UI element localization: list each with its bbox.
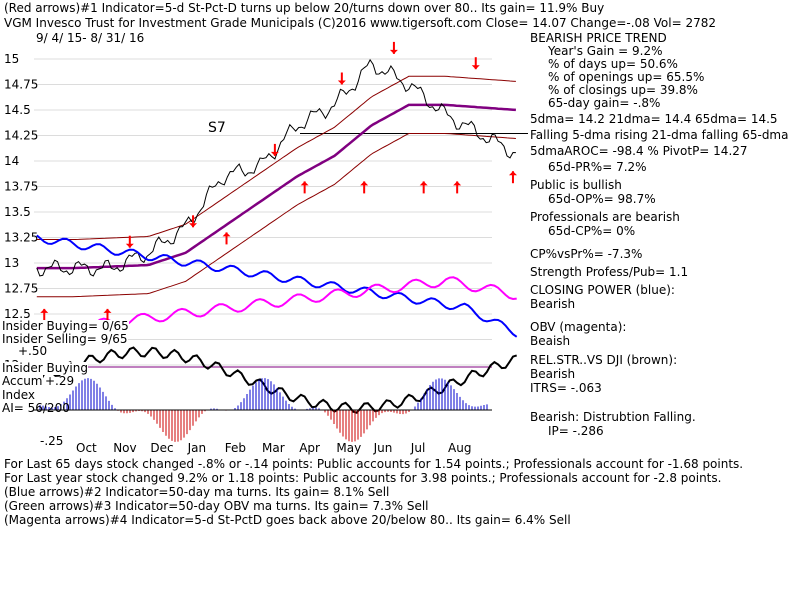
- ai-label: AI= 56/200: [2, 401, 70, 415]
- price-tick-label: 15: [4, 52, 19, 66]
- price-tick-label: 13.5: [4, 205, 31, 219]
- month-tick-label: Jun: [373, 441, 393, 455]
- red-arrow-head: [40, 308, 49, 313]
- relstr-value: Bearish: [530, 367, 576, 381]
- distribution-status: Bearish: Distrubtion Falling.: [530, 410, 696, 424]
- lower-axis-plus29: +.29: [45, 374, 75, 388]
- indicator-arrows: [40, 41, 517, 321]
- lower-axis-minus25: -.25: [40, 434, 64, 448]
- pr-percent: 65d-PR%= 7.2%: [548, 160, 647, 174]
- month-tick-label: Nov: [113, 441, 136, 455]
- day65-gain: 65-day gain= -.8%: [548, 96, 661, 110]
- insider-buying-2: Insider Buying: [2, 361, 88, 375]
- month-tick-label: Apr: [299, 441, 320, 455]
- price-tick-label: 13.25: [4, 231, 38, 245]
- month-tick-label: Jan: [187, 441, 207, 455]
- openings-up: % of openings up= 65.5%: [548, 70, 705, 84]
- month-tick-label: May: [336, 441, 361, 455]
- cp-percent: 65d-CP%= 0%: [548, 224, 636, 238]
- month-axis-ticks: Oct Nov Dec Jan Feb Mar Apr May Jun Jul Aug: [76, 441, 471, 455]
- footer-blue-arrows: (Blue arrows)#2 Indicator=50-day ma turn…: [4, 485, 390, 499]
- price-tick-label: 14.5: [4, 103, 31, 117]
- aroc-pivot: 5dmaAROC= -98.4 % PivotP= 14.27: [530, 144, 748, 158]
- price-line: [36, 58, 516, 277]
- indicator-1-header: (Red arrows)#1 Indicator=5-d St-Pct-D tu…: [4, 1, 605, 15]
- footer-year: For Last year stock changed 9.2% or 1.18…: [4, 471, 722, 485]
- strength-ratio: Strength Profess/Pub= 1.1: [530, 265, 689, 279]
- price-axis-ticks: 15 14.75 14.5 14.25 14 13.75 13.5 13.25 13 12.75 1…: [4, 52, 38, 372]
- closing-power-value: Bearish: [530, 297, 576, 311]
- accum-label: Accum: [2, 374, 43, 388]
- closings-up: % of closings up= 39.8%: [548, 83, 698, 97]
- price-tick-label: 14: [4, 154, 19, 168]
- professionals-status: Professionals are bearish: [530, 210, 680, 224]
- red-arrow-head: [222, 232, 231, 237]
- insider-selling: Insider Selling= 9/65: [2, 332, 128, 346]
- month-tick-label: Aug: [448, 441, 471, 455]
- itrs-value: ITRS= -.063: [530, 381, 602, 395]
- red-arrow-head: [508, 171, 517, 176]
- price-tick-label: 14.75: [4, 78, 38, 92]
- lower-axis-plus50: +.50: [18, 344, 48, 358]
- trend-title: BEARISH PRICE TREND: [530, 31, 667, 45]
- index-label: Index: [2, 388, 36, 402]
- obv-value: Beaish: [530, 334, 571, 348]
- red-arrow-head: [300, 181, 309, 186]
- red-arrow-head: [103, 308, 112, 313]
- dma-values: 5dma= 14.2 21dma= 14.4 65dma= 14.5: [530, 112, 778, 126]
- annotation-s7: S7: [208, 120, 226, 136]
- red-arrow-head: [453, 181, 462, 186]
- days-up: % of days up= 50.6%: [548, 57, 678, 71]
- red-arrow-head: [389, 49, 398, 54]
- red-arrow-head: [270, 151, 279, 156]
- price-tick-label: 12.75: [4, 282, 38, 296]
- month-tick-label: Jul: [410, 441, 425, 455]
- price-tick-label: 14.25: [4, 129, 38, 143]
- relstr-label: REL.STR..VS DJI (brown):: [530, 353, 678, 367]
- month-tick-label: Feb: [225, 441, 246, 455]
- closing-power-line: [36, 234, 518, 338]
- month-tick-label: Mar: [262, 441, 285, 455]
- date-range: 9/ 4/ 15- 8/ 31/ 16: [36, 31, 145, 45]
- obv-label: OBV (magenta):: [530, 320, 627, 334]
- footer-magenta-arrows: (Magenta arrows)#4 Indicator=5-d St-PctD…: [4, 513, 571, 527]
- red-arrow-head: [471, 65, 480, 70]
- ma-65-line: [36, 103, 516, 270]
- price-tick-label: 13: [4, 256, 19, 270]
- upper-band-line: [36, 75, 516, 240]
- footer-65day: For Last 65 days stock changed -.8% or -…: [4, 457, 744, 471]
- cp-vs-pr: CP%vsPr%= -7.3%: [530, 247, 643, 261]
- series-layer: [34, 58, 528, 442]
- red-arrow-head: [360, 181, 369, 186]
- price-tick-label: 12.5: [4, 307, 31, 321]
- month-tick-label: Oct: [76, 441, 97, 455]
- red-arrow-head: [337, 80, 346, 85]
- lower-band-line: [36, 133, 516, 298]
- red-arrow-head: [125, 243, 134, 248]
- month-tick-label: Dec: [150, 441, 173, 455]
- chart-title: VGM Invesco Trust for Investment Grade M…: [4, 16, 716, 30]
- red-arrow-head: [419, 181, 428, 186]
- footer-green-arrows: (Green arrows)#3 Indicator=50-day OBV ma…: [4, 499, 429, 513]
- year-gain: Year's Gain = 9.2%: [548, 44, 663, 58]
- red-arrow-head: [189, 223, 198, 228]
- ip-value: IP= -.286: [548, 424, 604, 438]
- price-tick-label: 13.75: [4, 180, 38, 194]
- insider-buying: Insider Buying= 0/65: [2, 319, 129, 333]
- closing-power-label: CLOSING POWER (blue):: [530, 283, 675, 297]
- public-status: Public is bullish: [530, 178, 622, 192]
- op-percent: 65d-OP%= 98.7%: [548, 192, 656, 206]
- dma-direction: Falling 5-dma rising 21-dma falling 65-d…: [530, 128, 789, 142]
